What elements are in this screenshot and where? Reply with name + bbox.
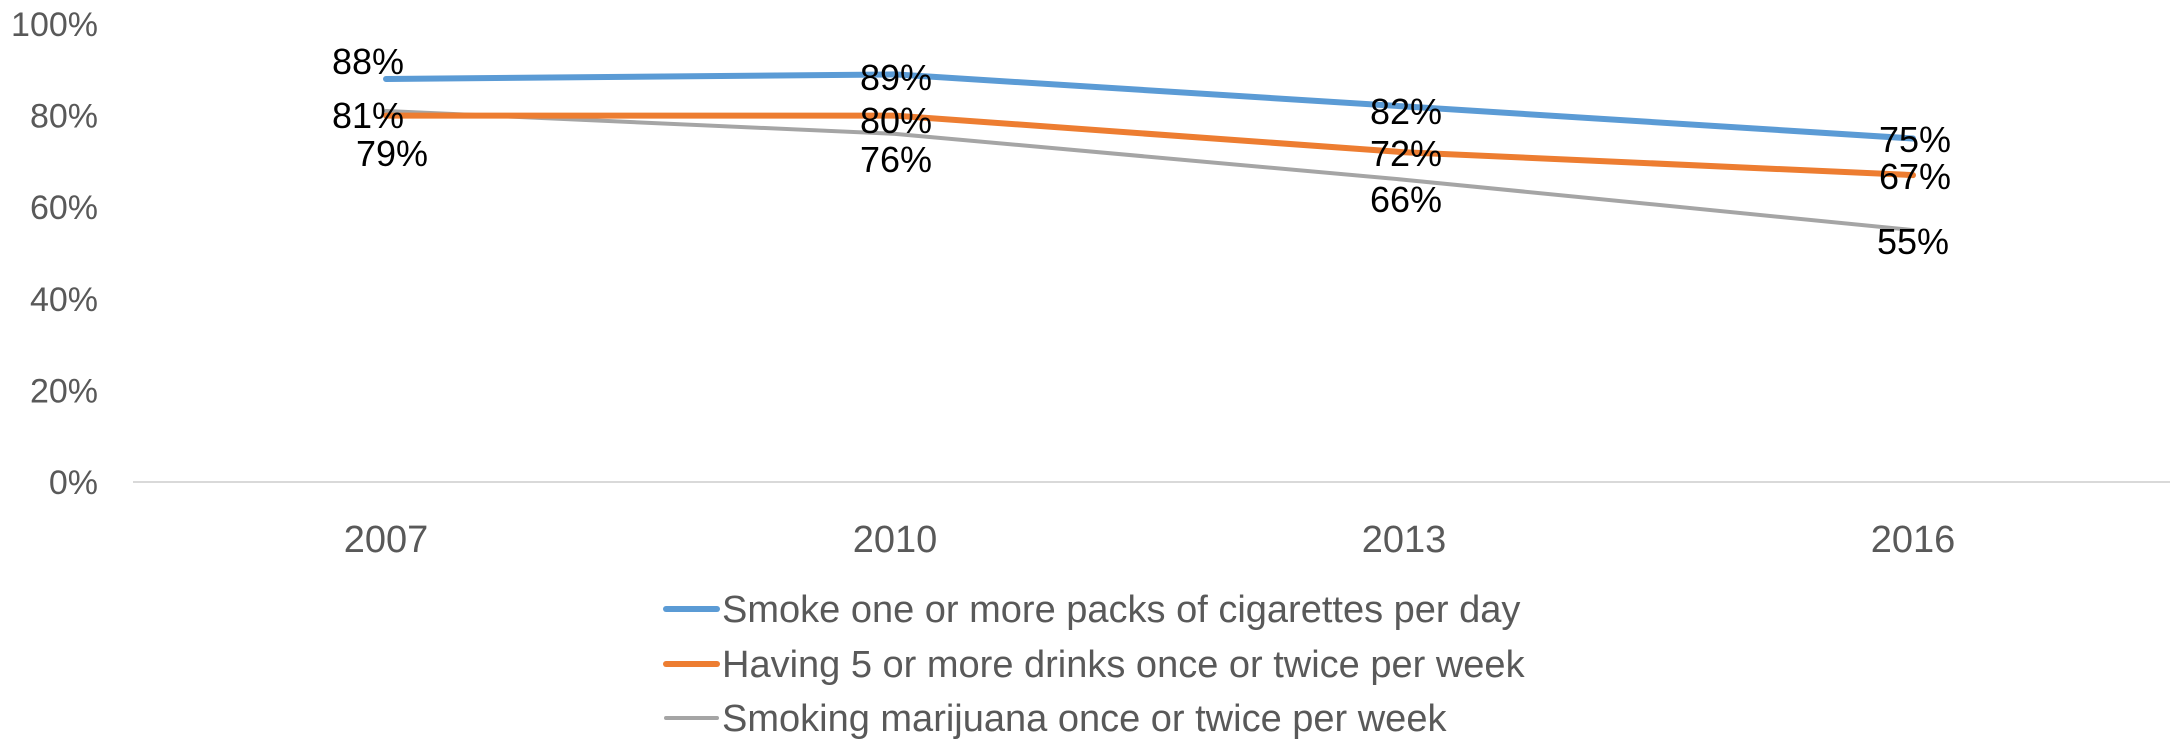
x-tick-label: 2010	[853, 519, 938, 561]
data-label: 82%	[1370, 91, 1442, 132]
data-labels: 88% 89% 82% 75% 79% 80% 72% 67% 81% 76% 66% 55%	[332, 41, 1951, 262]
legend-label: Smoking marijuana once or twice per week	[722, 698, 1447, 740]
data-label: 66%	[1370, 179, 1442, 220]
data-label: 67%	[1879, 156, 1951, 197]
series-lines	[383, 71, 1916, 233]
data-label: 89%	[860, 57, 932, 98]
data-label: 79%	[356, 133, 428, 174]
y-tick-label: 40%	[30, 281, 98, 319]
series-line-3	[384, 109, 1915, 233]
legend-label: Having 5 or more drinks once or twice pe…	[722, 644, 1526, 686]
y-tick-label: 20%	[30, 372, 98, 410]
data-label: 88%	[332, 41, 404, 82]
y-tick-label: 80%	[30, 98, 98, 136]
data-label: 76%	[860, 139, 932, 180]
data-label: 55%	[1877, 221, 1949, 262]
legend-label: Smoke one or more packs of cigarettes pe…	[722, 589, 1520, 631]
data-label: 80%	[860, 100, 932, 141]
y-tick-label: 0%	[49, 464, 98, 502]
y-axis: 0% 20% 40% 60% 80% 100%	[11, 6, 98, 502]
data-label: 72%	[1370, 133, 1442, 174]
x-tick-label: 2013	[1362, 519, 1447, 561]
data-label: 75%	[1879, 119, 1951, 160]
x-tick-label: 2016	[1871, 519, 1956, 561]
legend: Smoke one or more packs of cigarettes pe…	[663, 589, 1526, 740]
x-axis: 2007 2010 2013 2016	[344, 519, 1956, 561]
series-line-1	[383, 71, 1916, 142]
series-line-2	[383, 112, 1916, 179]
x-tick-label: 2007	[344, 519, 429, 561]
y-tick-label: 100%	[11, 6, 98, 44]
y-tick-label: 60%	[30, 189, 98, 227]
data-label: 81%	[332, 95, 404, 136]
